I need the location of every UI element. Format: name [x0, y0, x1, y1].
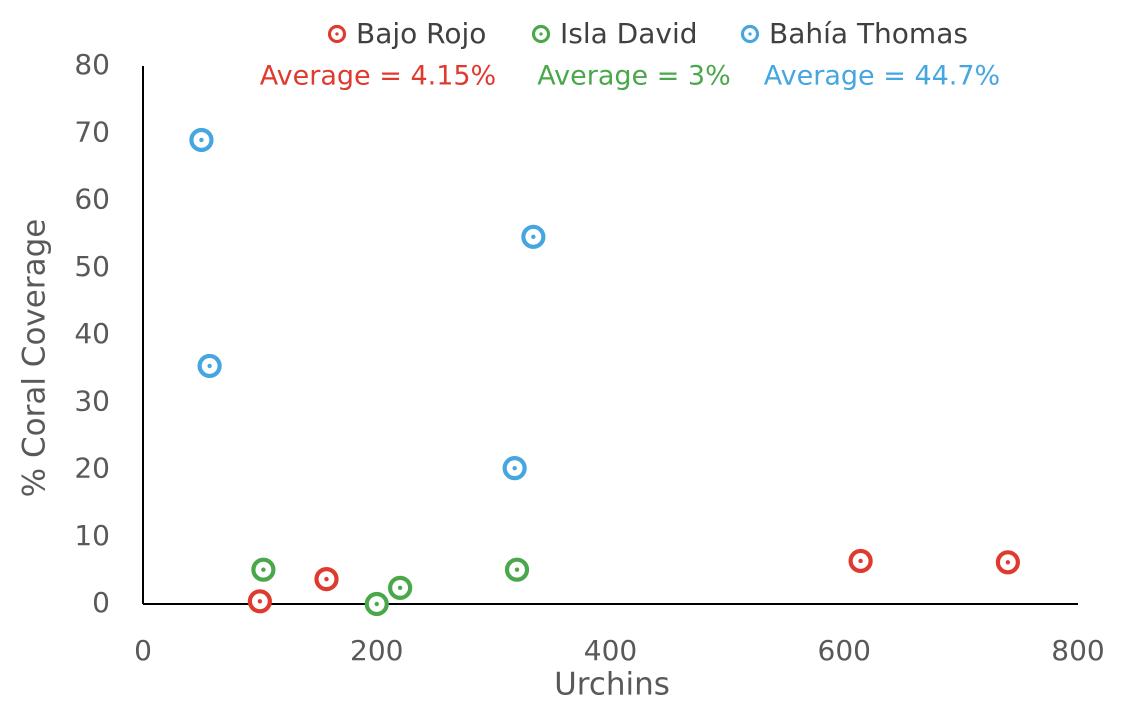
point — [247, 589, 272, 614]
annotation: Average = 3% — [537, 61, 731, 92]
point — [251, 557, 276, 582]
y-tick-label: 0 — [92, 586, 110, 619]
point — [504, 557, 530, 582]
point — [848, 548, 873, 574]
point-dot — [397, 585, 403, 591]
legend-marker-dot — [748, 32, 752, 36]
point — [197, 353, 222, 379]
point — [314, 567, 339, 592]
point-dot — [514, 567, 520, 572]
point-dot — [1005, 560, 1011, 565]
legend-marker — [531, 24, 551, 44]
point-dot — [374, 601, 379, 607]
legend-label: Bahía Thomas — [769, 17, 968, 50]
point-dot — [858, 558, 863, 564]
y-tick-label: 40 — [74, 317, 110, 350]
annotation: Average = 4.15% — [260, 61, 496, 92]
point — [189, 127, 214, 153]
legend-marker-dot — [335, 32, 339, 36]
x-tick-label: 200 — [350, 634, 403, 667]
legend-label: Isla David — [560, 17, 698, 50]
legend-marker — [740, 24, 760, 44]
x-tick-label: 800 — [1051, 634, 1104, 667]
x-tick-label: 600 — [818, 634, 871, 667]
point-dot — [199, 137, 204, 143]
legend-marker-dot — [539, 32, 543, 36]
point — [521, 224, 546, 249]
legend-label: Bajo Rojo — [356, 17, 486, 50]
y-tick-label: 80 — [74, 48, 110, 81]
point — [388, 575, 413, 600]
y-tick-label: 10 — [74, 519, 110, 552]
point-dot — [531, 234, 536, 240]
point — [364, 591, 389, 617]
point-dot — [207, 363, 212, 369]
y-tick-label: 70 — [74, 115, 110, 148]
y-axis-title: % Coral Coverage — [17, 219, 53, 498]
annotation: Average = 44.7% — [764, 61, 1000, 92]
x-axis-title: Urchins — [554, 667, 670, 703]
point — [502, 456, 527, 481]
y-tick-label: 50 — [74, 250, 110, 283]
x-tick-label: 0 — [134, 634, 152, 667]
point — [995, 550, 1020, 575]
legend-marker — [327, 24, 347, 44]
point-dot — [261, 567, 266, 572]
y-tick-label: 20 — [74, 452, 110, 485]
point-dot — [257, 599, 263, 604]
x-tick-label: 400 — [584, 634, 637, 667]
point-dot — [324, 576, 329, 582]
y-tick-label: 30 — [74, 384, 110, 417]
point-dot — [512, 465, 517, 471]
y-tick-label: 60 — [74, 183, 110, 216]
